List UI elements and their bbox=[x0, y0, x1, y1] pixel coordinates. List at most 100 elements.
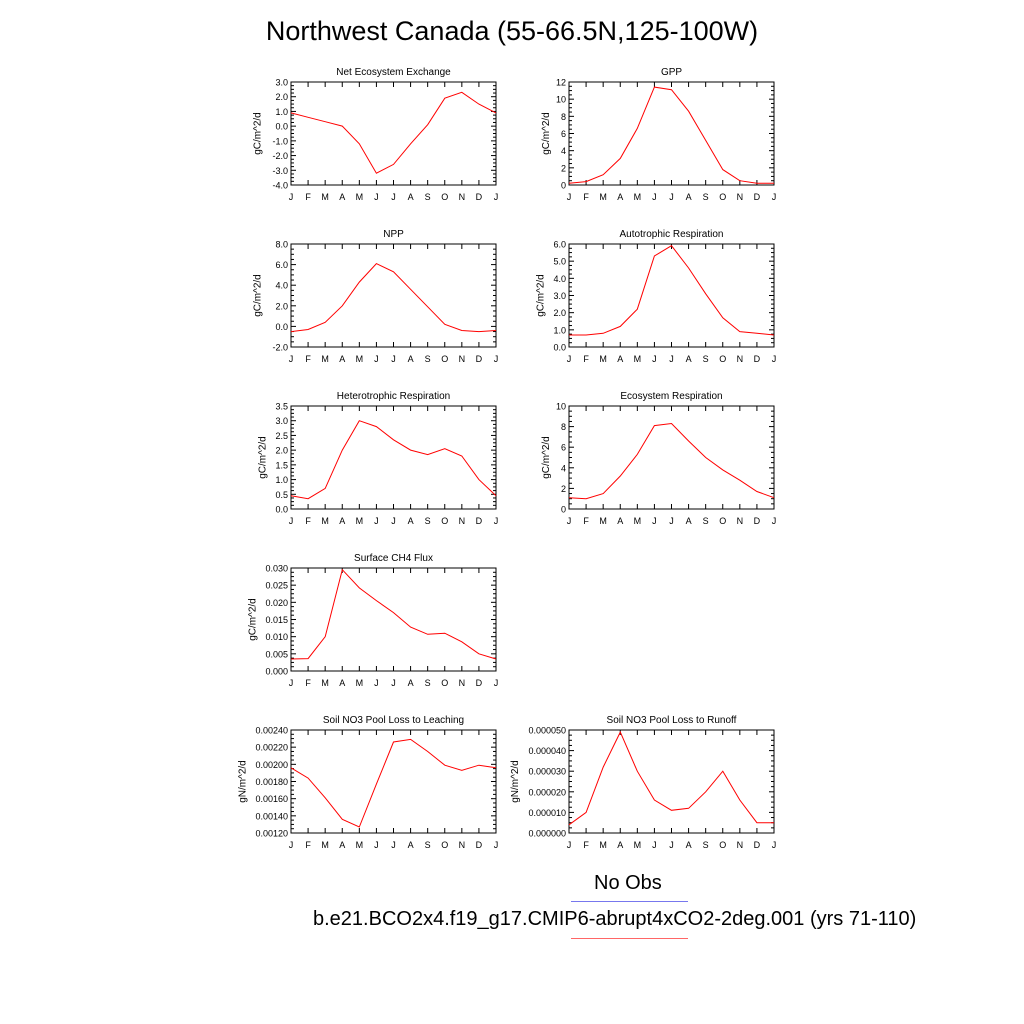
panel-title: Heterotrophic Respiration bbox=[337, 391, 450, 402]
y-tick-label: 0.000 bbox=[265, 667, 288, 677]
x-tick-label: M bbox=[634, 354, 642, 364]
x-tick-label: N bbox=[737, 516, 744, 526]
y-tick-label: 2.0 bbox=[275, 446, 288, 456]
y-axis-label: gC/m^2/d bbox=[258, 436, 269, 479]
x-tick-label: A bbox=[617, 516, 623, 526]
y-tick-label: -1.0 bbox=[272, 136, 288, 146]
plot-frame bbox=[568, 729, 775, 834]
x-tick-label: S bbox=[425, 354, 431, 364]
plot-frame bbox=[290, 81, 497, 186]
x-tick-label: J bbox=[391, 516, 396, 526]
x-tick-label: J bbox=[289, 678, 294, 688]
y-tick-label: 3.0 bbox=[275, 78, 288, 88]
y-tick-label: 0.0 bbox=[275, 322, 288, 332]
y-tick-label: 2.0 bbox=[553, 308, 566, 318]
y-tick-label: 8 bbox=[561, 112, 566, 122]
x-tick-label: F bbox=[583, 516, 589, 526]
x-tick-label: J bbox=[567, 354, 572, 364]
y-tick-label: 2.5 bbox=[275, 431, 288, 441]
x-tick-label: J bbox=[494, 354, 499, 364]
series-line bbox=[568, 730, 774, 826]
x-tick-label: D bbox=[754, 516, 761, 526]
y-tick-label: 0.00240 bbox=[255, 726, 288, 736]
y-tick-label: 0.010 bbox=[265, 632, 288, 642]
y-tick-label: 2 bbox=[561, 163, 566, 173]
y-tick-label: 0 bbox=[561, 181, 566, 191]
x-tick-label: A bbox=[686, 516, 692, 526]
x-tick-label: A bbox=[686, 840, 692, 850]
x-tick-label: J bbox=[567, 516, 572, 526]
x-tick-label: O bbox=[719, 354, 726, 364]
legend-line-obs bbox=[571, 901, 688, 902]
x-tick-label: M bbox=[321, 516, 329, 526]
y-tick-label: 0.025 bbox=[265, 581, 288, 591]
y-tick-label: 0.5 bbox=[275, 490, 288, 500]
x-tick-label: J bbox=[669, 192, 674, 202]
y-tick-label: 0.0 bbox=[275, 505, 288, 515]
x-tick-label: J bbox=[374, 192, 379, 202]
series-line bbox=[290, 568, 497, 660]
x-tick-label: A bbox=[339, 840, 345, 850]
x-tick-label: A bbox=[408, 840, 414, 850]
y-tick-label: 0.015 bbox=[265, 615, 288, 625]
x-tick-label: J bbox=[391, 678, 396, 688]
y-tick-label: 6.0 bbox=[553, 240, 566, 250]
x-tick-label: S bbox=[703, 516, 709, 526]
x-tick-label: D bbox=[476, 192, 483, 202]
y-tick-label: 0.000040 bbox=[528, 746, 566, 756]
x-tick-label: N bbox=[459, 192, 466, 202]
x-tick-label: A bbox=[339, 678, 345, 688]
y-tick-label: 1.0 bbox=[275, 107, 288, 117]
series-line bbox=[568, 422, 775, 500]
x-tick-label: A bbox=[339, 354, 345, 364]
x-tick-label: J bbox=[374, 678, 379, 688]
x-tick-label: J bbox=[494, 516, 499, 526]
y-axis-label: gN/m^2/d bbox=[510, 760, 521, 803]
x-tick-label: O bbox=[441, 192, 448, 202]
legend-label-obs: No Obs bbox=[594, 872, 662, 894]
x-tick-label: J bbox=[494, 840, 499, 850]
plot-frame bbox=[568, 405, 775, 510]
x-tick-label: J bbox=[652, 516, 657, 526]
y-axis-label: gC/m^2/d bbox=[541, 436, 552, 479]
x-tick-label: A bbox=[339, 516, 345, 526]
x-tick-label: F bbox=[305, 192, 311, 202]
y-axis-label: gC/m^2/d bbox=[253, 274, 264, 317]
legend-label-model: b.e21.BCO2x4.f19_g17.CMIP6-abrupt4xCO2-2… bbox=[313, 908, 917, 930]
x-tick-label: J bbox=[652, 192, 657, 202]
x-tick-label: S bbox=[425, 840, 431, 850]
y-tick-label: 6 bbox=[561, 129, 566, 139]
panel-title: Ecosystem Respiration bbox=[620, 391, 722, 402]
y-tick-label: 0.000030 bbox=[528, 767, 566, 777]
x-tick-label: A bbox=[617, 192, 623, 202]
series-line bbox=[290, 91, 497, 174]
x-tick-label: O bbox=[441, 354, 448, 364]
x-tick-label: N bbox=[459, 678, 466, 688]
x-tick-label: D bbox=[754, 192, 761, 202]
x-tick-label: M bbox=[356, 516, 364, 526]
plot-frame bbox=[290, 567, 497, 672]
y-tick-label: 4 bbox=[561, 146, 566, 156]
x-tick-label: D bbox=[754, 840, 761, 850]
x-tick-label: J bbox=[289, 840, 294, 850]
plot-frame bbox=[290, 729, 497, 834]
y-tick-label: 12 bbox=[556, 78, 566, 88]
x-tick-label: N bbox=[459, 840, 466, 850]
y-tick-label: 0.000010 bbox=[528, 808, 566, 818]
x-tick-label: M bbox=[599, 840, 607, 850]
plot-frame bbox=[290, 405, 497, 510]
y-tick-label: 6 bbox=[561, 443, 566, 453]
x-tick-label: J bbox=[669, 354, 674, 364]
x-tick-label: M bbox=[599, 516, 607, 526]
y-tick-label: 1.0 bbox=[553, 325, 566, 335]
y-tick-label: 0.000020 bbox=[528, 787, 566, 797]
x-tick-label: F bbox=[583, 354, 589, 364]
x-tick-label: A bbox=[339, 192, 345, 202]
x-tick-label: A bbox=[408, 192, 414, 202]
y-tick-label: 0.030 bbox=[265, 564, 288, 574]
x-tick-label: S bbox=[425, 516, 431, 526]
